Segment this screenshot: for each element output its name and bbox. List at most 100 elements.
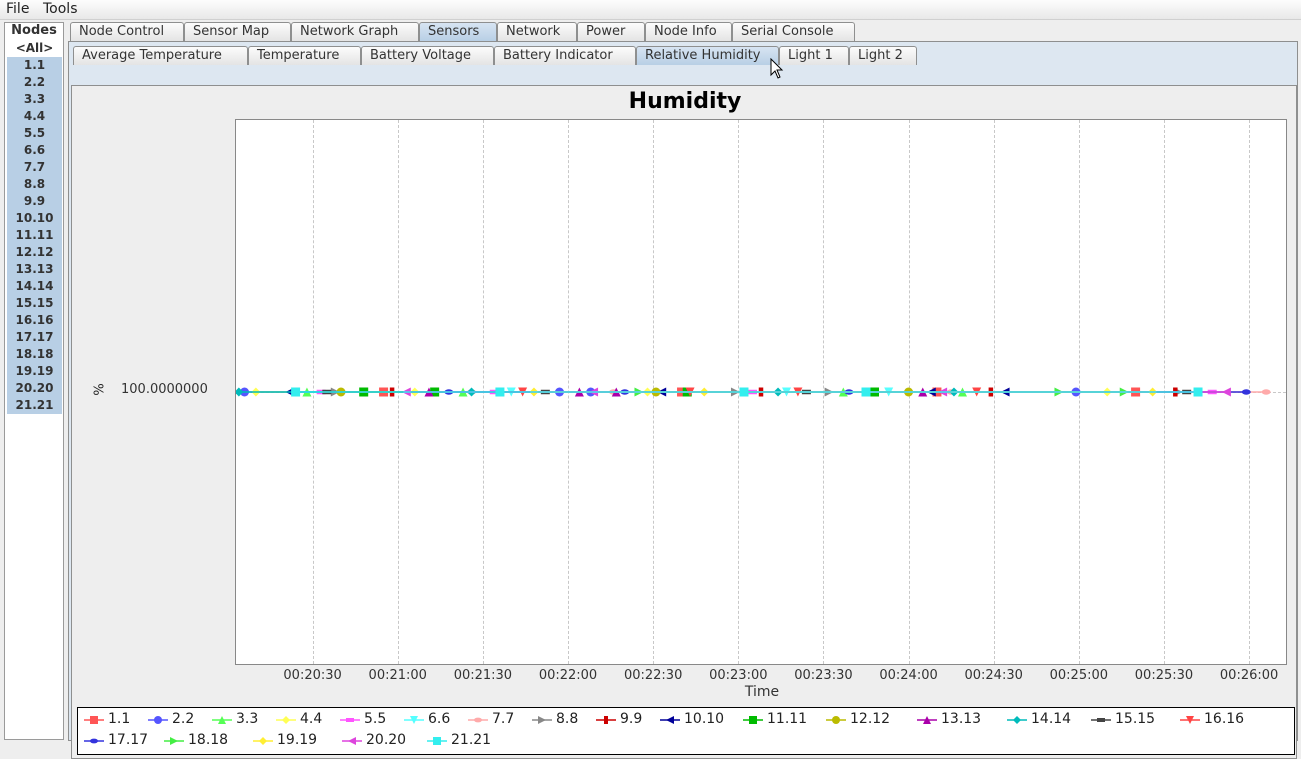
node-list-item[interactable]: 8.8 bbox=[7, 176, 62, 193]
main-tab[interactable]: Network bbox=[497, 22, 577, 41]
legend-label: 2.2 bbox=[172, 711, 195, 727]
node-list-item[interactable]: 2.2 bbox=[7, 74, 62, 91]
node-list-item[interactable]: <All> bbox=[15, 41, 54, 55]
series-layer bbox=[236, 387, 1271, 397]
legend-item: 2.2 bbox=[148, 711, 194, 727]
legend-item: 1.1 bbox=[84, 711, 130, 727]
main-tab[interactable]: Sensors bbox=[419, 22, 497, 41]
node-list-item[interactable]: 20.20 bbox=[7, 380, 62, 397]
legend-marker-icon bbox=[1091, 718, 1111, 722]
node-list-item[interactable]: 5.5 bbox=[7, 125, 62, 142]
x-tick-label: 00:21:00 bbox=[368, 668, 427, 683]
sensor-tab[interactable]: Light 1 bbox=[779, 46, 849, 65]
legend-item: 5.5 bbox=[340, 711, 386, 727]
legend-marker-icon bbox=[340, 718, 360, 722]
x-tick-label: 00:24:30 bbox=[964, 668, 1023, 683]
x-axis-label: Time bbox=[744, 684, 780, 700]
node-list-item[interactable]: 14.14 bbox=[7, 278, 62, 295]
sensor-tab[interactable]: Battery Voltage bbox=[361, 46, 494, 65]
plot-area[interactable] bbox=[235, 119, 1287, 665]
legend-label: 10.10 bbox=[684, 711, 725, 727]
menu-file[interactable]: File bbox=[6, 1, 30, 17]
chart-panel: Humidity % 100.0000000 00:20:30 00:21:00 0… bbox=[71, 85, 1297, 759]
main-tab[interactable]: Node Control bbox=[70, 22, 184, 41]
data-point bbox=[495, 387, 505, 397]
node-list-item[interactable]: 12.12 bbox=[7, 244, 62, 261]
sensor-tab[interactable]: Relative Humidity bbox=[636, 46, 779, 65]
legend-marker-icon bbox=[404, 716, 424, 724]
legend-item: 20.20 bbox=[342, 732, 406, 748]
legend-item: 4.4 bbox=[276, 711, 322, 727]
node-list-item[interactable]: 15.15 bbox=[7, 295, 62, 312]
data-point bbox=[1241, 389, 1251, 395]
node-list-item[interactable]: 3.3 bbox=[7, 91, 62, 108]
main-panel: Node Control Sensor Map Network Graph Senso… bbox=[67, 22, 1299, 759]
legend-marker-icon bbox=[743, 716, 763, 724]
x-tick-label: 00:23:00 bbox=[709, 668, 768, 683]
node-list-item[interactable]: 7.7 bbox=[7, 159, 62, 176]
node-list-item[interactable]: 19.19 bbox=[7, 363, 62, 380]
legend-item: 16.16 bbox=[1180, 711, 1244, 727]
legend-marker-icon bbox=[84, 738, 104, 744]
data-point bbox=[236, 387, 244, 397]
legend-label: 7.7 bbox=[492, 711, 515, 727]
sensor-tab[interactable]: Temperature bbox=[248, 46, 361, 65]
node-list-item[interactable]: 1.1 bbox=[7, 57, 62, 74]
data-point bbox=[1221, 387, 1231, 397]
x-tick-label: 00:20:30 bbox=[283, 668, 342, 683]
x-tick-label: 00:23:30 bbox=[794, 668, 853, 683]
mouse-cursor-icon bbox=[770, 58, 784, 79]
legend-label: 20.20 bbox=[366, 732, 407, 748]
legend-label: 12.12 bbox=[850, 711, 891, 727]
node-list-item[interactable]: 17.17 bbox=[7, 329, 62, 346]
node-list-item[interactable]: 16.16 bbox=[7, 312, 62, 329]
sensors-tab-content: Average Temperature Temperature Battery Vo… bbox=[68, 41, 1298, 759]
legend-item: 13.13 bbox=[917, 711, 981, 727]
legend-label: 14.14 bbox=[1031, 711, 1072, 727]
node-list-item[interactable]: 13.13 bbox=[7, 261, 62, 278]
menu-tools[interactable]: Tools bbox=[43, 1, 78, 17]
data-point bbox=[739, 387, 749, 397]
node-list-item[interactable]: 11.11 bbox=[7, 227, 62, 244]
node-list-item[interactable]: 21.21 bbox=[7, 397, 62, 414]
legend-label: 3.3 bbox=[236, 711, 259, 727]
node-list-item[interactable]: 6.6 bbox=[7, 142, 62, 159]
node-list-item[interactable]: 18.18 bbox=[7, 346, 62, 363]
x-tick-label: 00:22:00 bbox=[538, 668, 598, 683]
legend-marker-icon bbox=[212, 716, 232, 724]
x-tick-label: 00:21:30 bbox=[453, 668, 513, 683]
legend-label: 6.6 bbox=[428, 711, 451, 727]
legend-item: 17.17 bbox=[84, 732, 148, 748]
data-point bbox=[1193, 387, 1203, 397]
main-tab[interactable]: Network Graph bbox=[291, 22, 419, 41]
sensor-tab[interactable]: Average Temperature bbox=[73, 46, 248, 65]
chart-legend: 1.1 2.2 3.3 4.4 5.5 6.6 7.7 8.8 9.9 10.10 11.11 12.… bbox=[77, 707, 1295, 755]
main-tab[interactable]: Power bbox=[577, 22, 645, 41]
main-tab[interactable]: Sensor Map bbox=[184, 22, 291, 41]
nodes-title: Nodes bbox=[11, 23, 57, 38]
node-list-item[interactable]: 4.4 bbox=[7, 108, 62, 125]
node-list-item[interactable]: 10.10 bbox=[7, 210, 62, 227]
x-tick-label: 00:25:00 bbox=[1049, 668, 1109, 683]
x-tick-label: 00:26:00 bbox=[1219, 668, 1279, 683]
legend-item: 11.11 bbox=[743, 711, 807, 727]
data-point bbox=[1261, 389, 1271, 395]
x-tick-label: 00:24:00 bbox=[879, 668, 938, 683]
x-tick-label: 00:25:30 bbox=[1134, 668, 1194, 683]
nodes-list[interactable]: <All> 1.1 2.2 3.3 4.4 5.5 6.6 7.7 8.8 9.9 10.10 11.… bbox=[7, 40, 62, 414]
chart-title: Humidity bbox=[628, 89, 742, 114]
legend-marker-icon bbox=[826, 716, 846, 724]
node-list-item[interactable]: 9.9 bbox=[7, 193, 62, 210]
sensor-tab[interactable]: Light 2 bbox=[849, 46, 917, 65]
legend-marker-icon bbox=[342, 737, 362, 745]
legend-item: 14.14 bbox=[1007, 711, 1071, 727]
legend-label: 19.19 bbox=[277, 732, 318, 748]
main-tab[interactable]: Node Info bbox=[645, 22, 732, 41]
legend-item: 6.6 bbox=[404, 711, 450, 727]
legend-label: 8.8 bbox=[556, 711, 579, 727]
legend-item: 12.12 bbox=[826, 711, 890, 727]
legend-marker-icon bbox=[427, 737, 447, 745]
legend-item: 8.8 bbox=[532, 711, 578, 727]
sensor-tab[interactable]: Battery Indicator bbox=[494, 46, 636, 65]
main-tab[interactable]: Serial Console bbox=[732, 22, 855, 41]
